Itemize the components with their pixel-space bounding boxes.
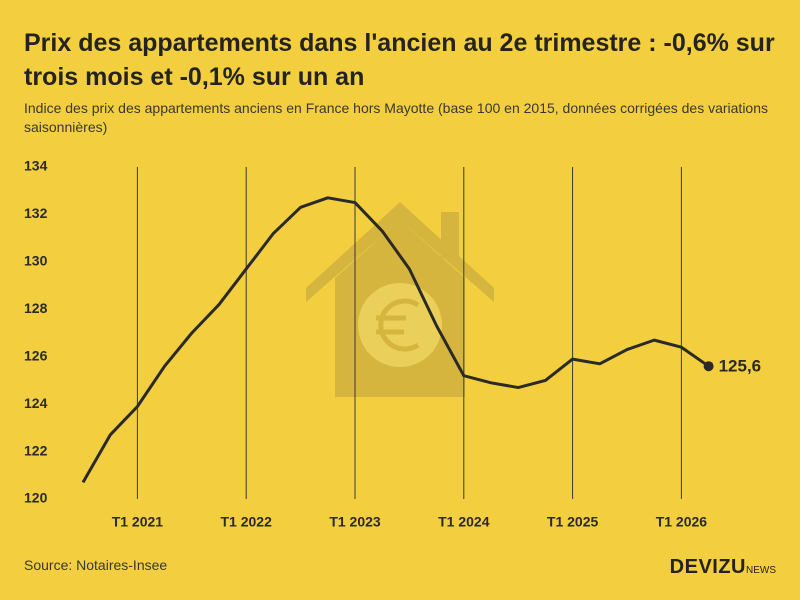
x-tick-label: T1 2026 [656,514,708,530]
chart-subtitle: Indice des prix des appartements anciens… [24,100,768,135]
y-tick-label: 130 [24,253,48,269]
chart-title: Prix des appartements dans l'ancien au 2… [24,29,775,91]
x-tick-label: T1 2024 [438,514,490,530]
line [81,196,710,484]
y-tick-label: 128 [24,300,48,316]
house-icon [306,202,494,397]
source: Source: Notaires-Insee [24,557,168,573]
end-point [703,361,714,372]
x-tick-label: T1 2022 [221,514,273,530]
chimney [441,212,459,258]
y-tick-label: 124 [24,395,48,411]
y-tick-label: 132 [24,205,48,221]
coin [358,283,442,367]
value-label: 125,6 [719,357,762,376]
y-tick-label: 134 [24,158,48,174]
x-tick-label: T1 2021 [112,514,164,530]
y-tick-label: 122 [24,442,48,458]
brand: DEVIZUNEWS [670,556,776,579]
x-tick-label: T1 2025 [547,514,599,530]
brand-name: DEVIZU [669,556,746,578]
brand-suffix: NEWS [746,565,776,576]
y-tick-label: 126 [24,347,48,363]
y-tick-label: 120 [24,490,48,506]
x-tick-label: T1 2023 [329,514,381,530]
euro-sign [376,298,420,352]
